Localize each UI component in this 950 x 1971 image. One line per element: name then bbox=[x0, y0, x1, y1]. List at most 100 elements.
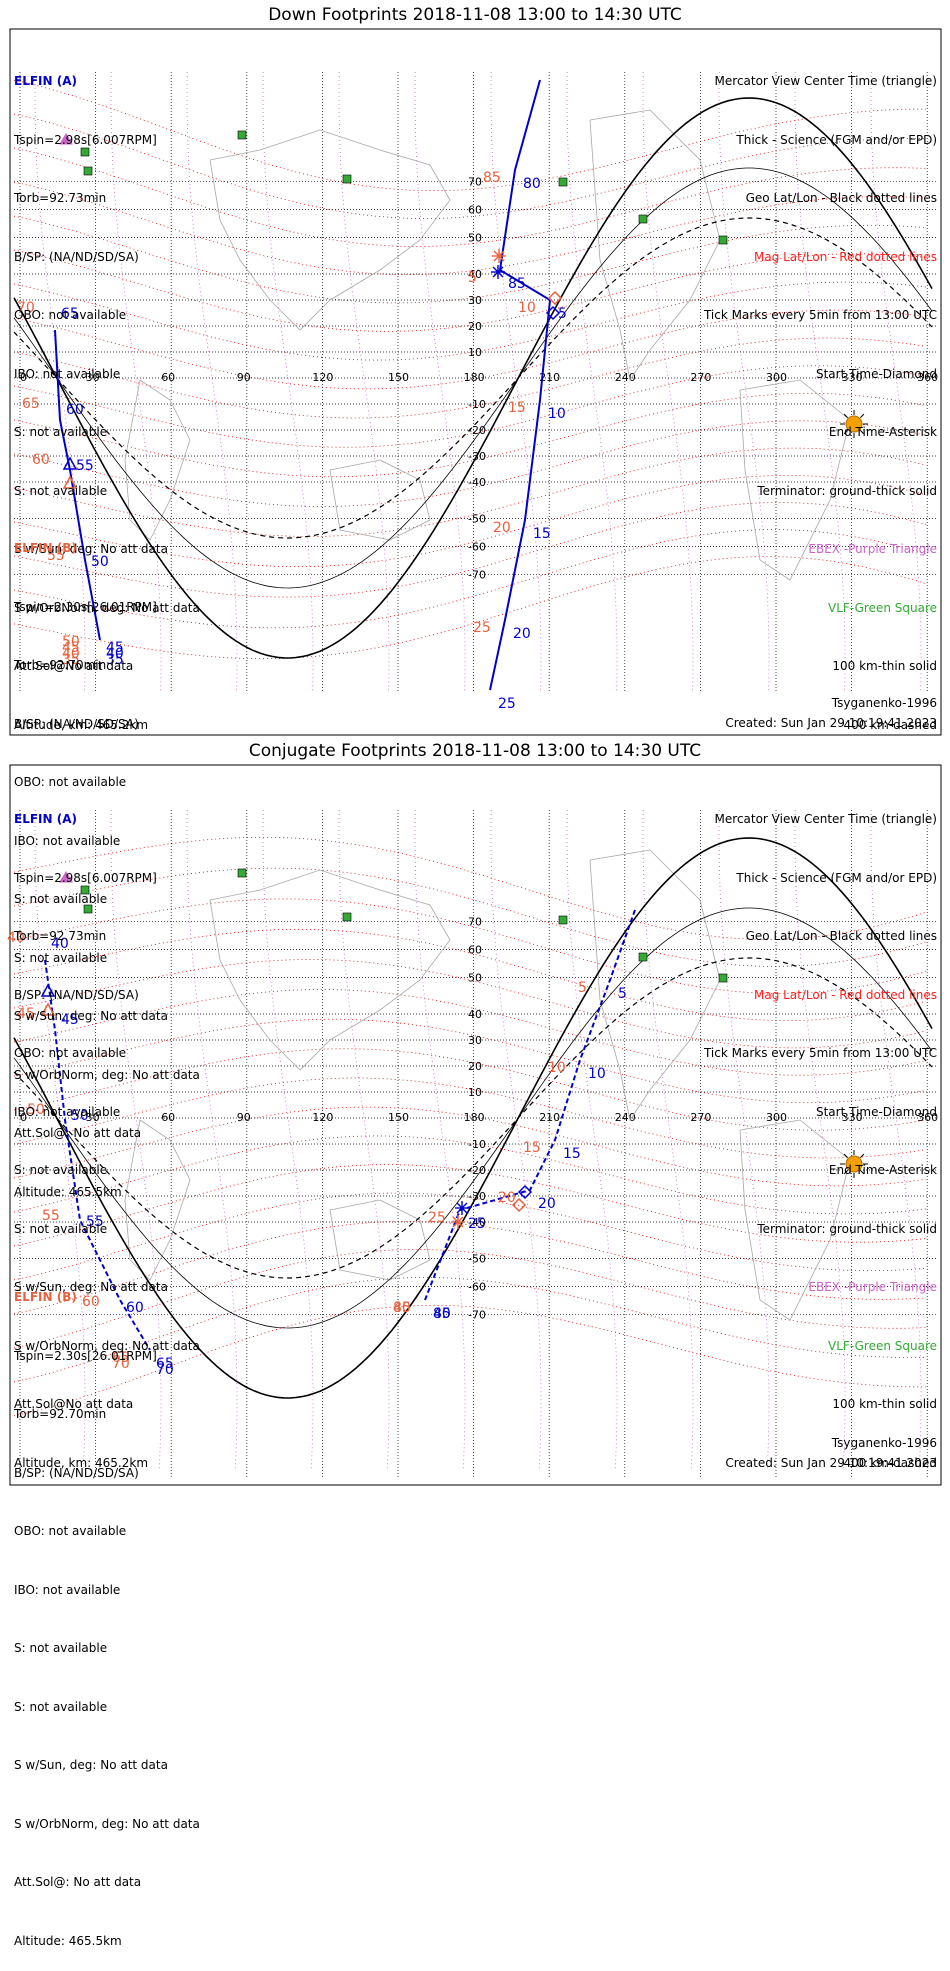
sat-b-tick-label: 25 bbox=[428, 1210, 446, 1226]
center-triangle-a bbox=[62, 456, 78, 470]
mag-lon-line bbox=[870, 809, 922, 1471]
sat-a-tick-label: 15 bbox=[563, 1146, 581, 1162]
sat-a-tick-label: 20 bbox=[513, 626, 531, 642]
mag-lon-line bbox=[414, 71, 466, 693]
coastline bbox=[209, 129, 451, 331]
sat-a-line: Tspin=2.98s[6.007RPM] bbox=[14, 870, 157, 885]
legend-start: Start Time-Diamond bbox=[815, 1104, 937, 1119]
sun-icon bbox=[845, 1155, 863, 1173]
sat-a-header: ELFIN (A) bbox=[14, 812, 77, 826]
sat-a-tick-label: 85 bbox=[433, 1306, 451, 1322]
sat-b-tick-label: 65 bbox=[22, 396, 40, 412]
lat-tick-label: -10 bbox=[468, 1138, 486, 1151]
sat-b-tick-label: 55 bbox=[47, 548, 65, 564]
sat-a-tick-label: 45 bbox=[61, 1012, 79, 1028]
sat-b-tick-label: 40 bbox=[393, 1300, 411, 1316]
terminator-100km bbox=[13, 907, 933, 1329]
legend-100km: 100 km-thin solid bbox=[832, 659, 937, 673]
mag-lon-line bbox=[566, 71, 618, 693]
mag-lat-line bbox=[13, 1221, 927, 1315]
legend-end: End Time-Asterisk bbox=[828, 1163, 937, 1177]
sat-b-line: S w/Sun, deg: No att data bbox=[14, 1758, 168, 1772]
model-label-bottom: Tsyganenko-1996 bbox=[831, 1436, 937, 1450]
lon-tick-label: 300 bbox=[766, 1111, 787, 1124]
sat-b-line: Torb=92.70min bbox=[14, 1407, 107, 1421]
sat-b-line: OBO: not available bbox=[14, 1524, 127, 1538]
sat-a-track-east bbox=[489, 79, 552, 691]
lat-tick-label: 30 bbox=[468, 1034, 482, 1047]
sun-ray bbox=[860, 1170, 865, 1175]
sat-b-tick-label: 65 bbox=[112, 1350, 130, 1366]
mag-lat-line bbox=[13, 181, 927, 276]
sat-b-line: Att.Sol@: No att data bbox=[14, 1875, 142, 1889]
sat-a-info-top: ELFIN (A) Tspin=2.98s[6.007RPM] Torb=92.… bbox=[14, 33, 200, 755]
sat-b-line: S w/OrbNorm, deg: No att data bbox=[14, 1816, 200, 1831]
coastline bbox=[739, 379, 851, 581]
start-diamond-b bbox=[547, 290, 563, 306]
sat-b-line: S: not available bbox=[14, 892, 108, 906]
sat-a-tick-label: 55 bbox=[86, 1214, 104, 1230]
sat-b-tick-label: 10 bbox=[518, 300, 536, 316]
sat-b-tick-label: 20 bbox=[498, 1190, 516, 1206]
mag-lat-line bbox=[13, 365, 927, 448]
sat-b-tick-label: 35 bbox=[62, 652, 80, 668]
sat-a-line: Att.Sol@No att data bbox=[14, 1397, 134, 1411]
sat-b-tick-label: 5 bbox=[578, 980, 587, 996]
legend-top: Mercator View Center Time (triangle) Thi… bbox=[704, 33, 937, 755]
sat-b-tick-label: 40 bbox=[62, 646, 80, 662]
mag-lon-line bbox=[338, 809, 390, 1471]
vlf-square bbox=[237, 130, 247, 140]
sat-a-line: B/SP: (NA/ND/SD/SA) bbox=[14, 987, 139, 1002]
mag-lat-line bbox=[13, 281, 927, 361]
lon-tick-label: 0 bbox=[20, 371, 27, 384]
vlf-square bbox=[342, 912, 352, 922]
sat-b-line: S: not available bbox=[14, 1699, 108, 1714]
sat-a-tick-label: 15 bbox=[533, 526, 551, 542]
mag-lat-line bbox=[13, 309, 927, 390]
sat-b-line: S: not available bbox=[14, 1641, 108, 1655]
lon-tick-label: 0 bbox=[20, 1111, 27, 1124]
mag-lon-line bbox=[186, 809, 238, 1471]
created-label-top: Created: Sun Jan 29 10:19:41 2023 bbox=[725, 716, 937, 730]
legend-terminator: Terminator: ground-thick solid bbox=[757, 483, 937, 498]
sat-b-line: S: not available bbox=[14, 950, 108, 965]
sat-b-line: Tspin=2.30s[26.01RPM] bbox=[14, 599, 157, 614]
terminator-ground bbox=[13, 837, 933, 1399]
sun-ray bbox=[843, 1153, 848, 1158]
sun-ray bbox=[860, 1153, 865, 1158]
sat-a-tick-label: 25 bbox=[498, 696, 516, 712]
sat-a-tick-label: 25 bbox=[468, 1216, 486, 1232]
mag-lon-line bbox=[566, 809, 618, 1471]
sat-b-header: ELFIN (B) bbox=[14, 1290, 77, 1304]
terminator-400km bbox=[13, 217, 933, 539]
sat-b-line: B/SP: (NA/ND/SD/SA) bbox=[14, 1465, 139, 1480]
sat-a-line: IBO: not available bbox=[14, 1104, 121, 1119]
mag-lat-line bbox=[13, 1077, 927, 1159]
sat-b-tick-label: 50 bbox=[62, 634, 80, 650]
sat-b-line: Tspin=2.30s[26.01RPM] bbox=[14, 1348, 157, 1363]
legend-400km: 400 km-dashed bbox=[843, 717, 937, 732]
lat-tick-label: 30 bbox=[468, 294, 482, 307]
sat-a-tick-label: 40 bbox=[51, 936, 69, 952]
mag-lat-line bbox=[13, 337, 927, 419]
legend-thick: Thick - Science (FGM and/or EPD) bbox=[736, 132, 937, 147]
sat-b-tick-label: 85 bbox=[483, 170, 501, 186]
sat-b-info-bottom: ELFIN (B) Tspin=2.30s[26.01RPM] Torb=92.… bbox=[14, 1249, 200, 1971]
legend-vlf: VLF-Green Square bbox=[828, 600, 937, 615]
lon-tick-label: 360 bbox=[917, 1111, 938, 1124]
sat-a-line: S: not available bbox=[14, 1221, 108, 1236]
mag-lon-line bbox=[262, 809, 314, 1471]
lon-tick-label: 30 bbox=[86, 1111, 100, 1124]
lat-tick-label: -40 bbox=[468, 1216, 486, 1229]
mag-lat-line bbox=[13, 1249, 927, 1349]
sat-b-tick-label: 50 bbox=[27, 1102, 45, 1118]
sat-b-line: S w/OrbNorm, deg: No att data bbox=[14, 1067, 200, 1082]
coastline bbox=[209, 869, 451, 1071]
sat-a-track-west bbox=[54, 329, 101, 641]
lat-tick-label: 40 bbox=[468, 268, 482, 281]
legend-mercator: Mercator View Center Time (triangle) bbox=[714, 74, 937, 88]
sat-b-tick-label: 15 bbox=[508, 400, 526, 416]
legend-terminator: Terminator: ground-thick solid bbox=[757, 1221, 937, 1236]
vlf-square bbox=[718, 973, 728, 983]
sat-b-line: Torb=92.70min bbox=[14, 658, 107, 672]
